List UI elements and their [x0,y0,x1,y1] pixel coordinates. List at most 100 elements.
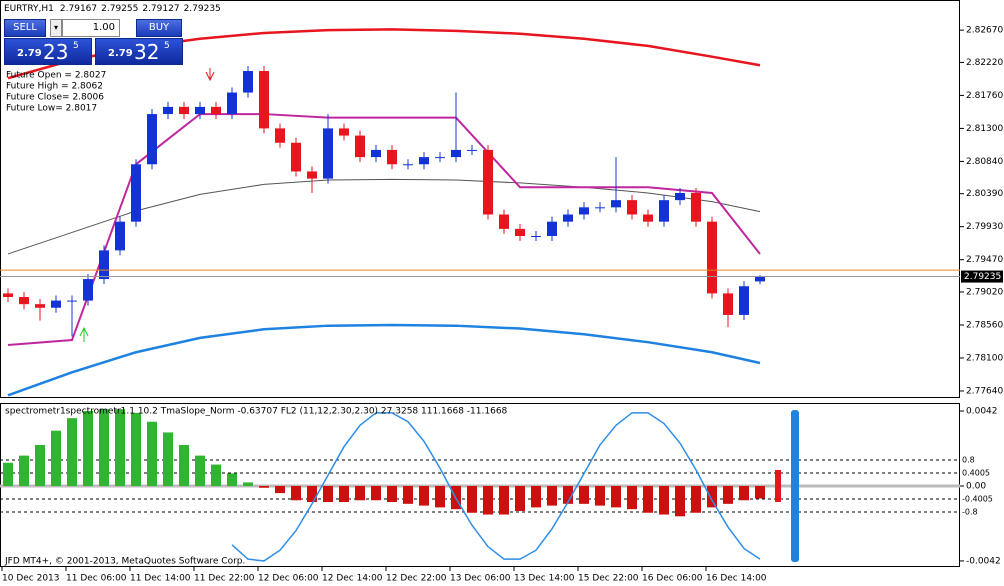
lot-dropdown[interactable]: ▾ [50,19,62,37]
histogram-bar [19,455,29,486]
indicator-line [7,323,761,397]
histogram-bar [291,485,301,501]
candle-body [51,300,61,308]
y-tick-label: 2.82670 [966,26,1003,36]
y2-tick-label: -0.8 [962,508,978,517]
candle-body [355,135,365,158]
candle-body [547,221,557,237]
candle-body [483,149,493,215]
x-tick-label: 16 Dec 14:00 [706,574,767,584]
candle-body [371,149,381,158]
candle-body [211,106,221,115]
buy-button[interactable]: BUY [136,19,182,37]
x-tick-label: 10 Dec 2013 [2,574,60,584]
candle-body [83,279,93,301]
y-tick-label: 2.79930 [966,222,1003,232]
histogram-bar [643,485,653,513]
candle-body [291,142,301,172]
histogram-bar [403,485,413,504]
bid-pips: 23 [43,40,69,64]
buy-arrow [79,326,89,342]
sell-button[interactable]: SELL [4,19,46,37]
y-tick-label: 2.82220 [966,58,1003,68]
bid-box[interactable]: 2.79 23 5 [4,38,92,65]
y2-tick-label: 0.8 [962,455,975,464]
x-tick-label: 11 Dec 22:00 [194,574,255,584]
y-tick-label: 2.79020 [966,287,1003,297]
lot-field[interactable]: 1.00 [62,19,120,37]
histogram-bar [179,444,189,486]
candle-body [195,106,205,115]
x-tick-label: 12 Dec 22:00 [386,574,447,584]
histogram-bar [579,485,589,504]
histogram-bar [755,485,765,499]
candle-body [451,149,461,158]
histogram-bar [419,485,429,506]
histogram-bar [563,485,573,504]
histogram-bar [467,485,477,513]
candle-body [99,250,109,280]
histogram-bar [99,409,109,486]
histogram-bar [227,473,237,486]
y-tick-label: 0.00 [966,481,986,491]
histogram-bar [627,485,637,510]
x-tick-label: 12 Dec 14:00 [322,574,383,584]
ask-pips: 32 [134,40,160,64]
candle-body [707,221,717,294]
histogram-bar [531,485,541,508]
histogram-bar [355,485,365,501]
histogram-bar [35,444,45,486]
annotation: Future Open = 2.8027 [6,71,106,81]
candle-body [643,214,653,222]
histogram-bar [611,485,621,508]
candle-body [387,149,397,165]
candle-body [499,214,509,229]
indicator-title: spectrometr1spectrometr1.1 10.2 TmaSlope… [5,407,508,417]
candle-body [579,207,589,215]
histogram-bar [739,485,749,501]
candle-body [275,128,285,143]
candle-body [163,106,173,115]
annotation: Future Close= 2.8006 [6,93,104,103]
y-tick-label: -0.0042 [966,556,1001,566]
candle-body [323,128,333,179]
y-tick-label: 2.78560 [966,320,1003,330]
current-bar-marker [775,470,781,502]
current-cycle-marker [791,410,799,562]
histogram-bar [51,430,61,486]
histogram-bar [707,485,717,508]
candle-body [515,228,525,237]
histogram-bar [691,485,701,513]
candle-body [419,157,429,165]
histogram-bar [435,485,445,508]
bid-point: 5 [73,41,79,51]
y-tick-label: 2.78100 [966,353,1003,363]
candle-body [739,286,749,315]
histogram-bar [339,485,349,503]
x-tick-label: 16 Dec 06:00 [642,574,703,584]
candle-body [243,71,253,93]
ask-box[interactable]: 2.79 32 5 [95,38,183,65]
x-tick-label: 15 Dec 22:00 [578,574,639,584]
candle-body [259,71,269,129]
price-tag-label: 2.79235 [964,272,1001,282]
histogram-bar [387,485,397,503]
x-tick-label: 12 Dec 06:00 [258,574,319,584]
y-tick-label: 2.79470 [966,255,1003,265]
candle-body [307,171,317,179]
histogram-bar [259,485,269,488]
histogram-bar [371,485,381,501]
copyright: JFD MT4+, © 2001-2013, MetaQuotes Softwa… [4,557,245,567]
histogram-bar [323,485,333,503]
histogram-bar [67,418,77,486]
candle-body [611,200,621,208]
candle-body [675,192,685,201]
y-tick-label: 2.81760 [966,91,1003,101]
bid-big: 2.79 [17,48,42,59]
x-tick-label: 11 Dec 14:00 [130,574,191,584]
y2-tick-label: -0.4005 [962,495,993,504]
y-tick-label: 2.80390 [966,189,1003,199]
cycle-wave [231,412,761,562]
histogram-bar [723,485,733,504]
histogram-bar [499,485,509,515]
